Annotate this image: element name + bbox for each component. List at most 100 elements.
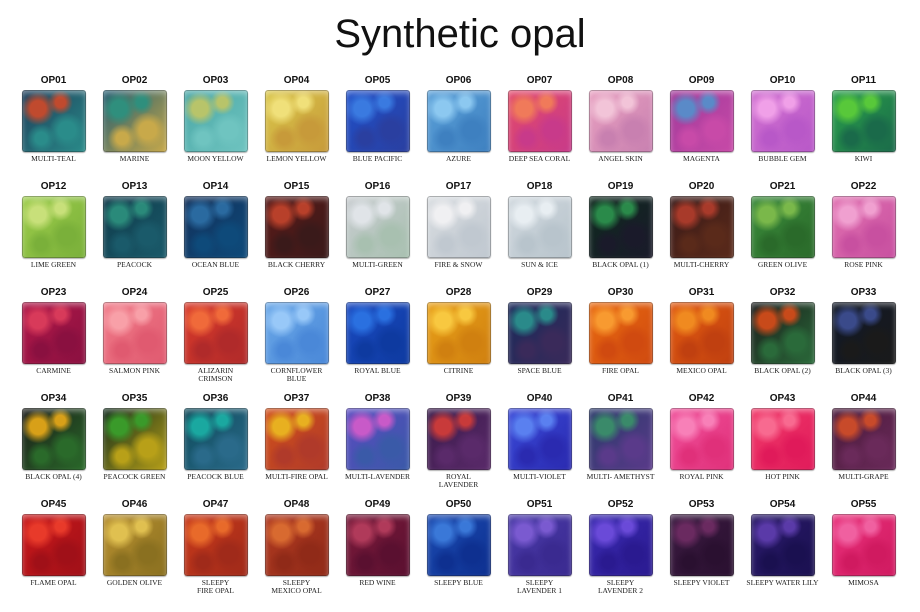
opal-swatch-image	[588, 408, 653, 470]
swatch-code: OP04	[283, 75, 310, 86]
swatch-code: OP02	[121, 75, 148, 86]
swatch-name: GOLDEN OLIVE	[106, 578, 163, 587]
opal-swatch-image	[750, 90, 815, 152]
swatch-item: OP18 SUN & ICE	[500, 180, 579, 286]
swatch-code: OP50	[445, 499, 472, 510]
swatch-item: OP20 MULTI-CHERRY	[662, 180, 741, 286]
swatch-item: OP07 DEEP SEA CORAL	[500, 74, 579, 180]
opal-swatch-image	[507, 90, 572, 152]
swatch-code: OP41	[607, 393, 634, 404]
swatch-item: OP39 ROYAL LAVENDER	[419, 392, 498, 498]
swatch-item: OP09 MAGENTA	[662, 74, 741, 180]
swatch-code: OP30	[607, 287, 634, 298]
swatch-item: OP10 BUBBLE GEM	[743, 74, 822, 180]
swatch-item: OP53 SLEEPY VIOLET	[662, 498, 741, 604]
swatch-item: OP35 PEACOCK GREEN	[95, 392, 174, 498]
swatch-name: SLEEPY LAVENDER 2	[597, 578, 644, 595]
swatch-name: SLEEPY LAVENDER 1	[516, 578, 563, 595]
swatch-name: MULTI-LAVENDER	[345, 472, 410, 481]
swatch-code: OP49	[364, 499, 391, 510]
swatch-item: OP47 SLEEPY FIRE OPAL	[176, 498, 255, 604]
opal-swatch-image	[345, 408, 410, 470]
swatch-item: OP05 BLUE PACIFIC	[338, 74, 417, 180]
swatch-name: MULTI- AMETHYST	[586, 472, 655, 481]
swatch-item: OP25 ALIZARIN CRIMSON	[176, 286, 255, 392]
swatch-code: OP18	[526, 181, 553, 192]
swatch-code: OP10	[769, 75, 796, 86]
swatch-code: OP55	[850, 499, 877, 510]
swatch-code: OP11	[850, 75, 877, 86]
opal-swatch-image	[669, 90, 734, 152]
opal-swatch-image	[183, 302, 248, 364]
swatch-code: OP23	[40, 287, 67, 298]
opal-swatch-image	[183, 196, 248, 258]
swatch-code: OP05	[364, 75, 391, 86]
swatch-grid: OP01 MULTI-TEAL OP02 MARINE OP03 MOON YELLOW O…	[14, 74, 906, 604]
opal-swatch-image	[345, 514, 410, 576]
opal-swatch-image	[750, 408, 815, 470]
swatch-code: OP51	[526, 499, 553, 510]
swatch-item: OP01 MULTI-TEAL	[14, 74, 93, 180]
opal-swatch-image	[588, 514, 653, 576]
swatch-item: OP16 MULTI-GREEN	[338, 180, 417, 286]
swatch-name: BLACK CHERRY	[267, 260, 326, 269]
swatch-item: OP28 CITRINE	[419, 286, 498, 392]
opal-swatch-image	[831, 514, 896, 576]
opal-swatch-image	[21, 302, 86, 364]
opal-swatch-image	[750, 302, 815, 364]
swatch-item: OP52 SLEEPY LAVENDER 2	[581, 498, 660, 604]
opal-swatch-image	[21, 514, 86, 576]
swatch-name: HOT PINK	[765, 472, 800, 481]
opal-swatch-image	[183, 90, 248, 152]
swatch-name: MULTI-VIOLET	[513, 472, 566, 481]
swatch-item: OP06 AZURE	[419, 74, 498, 180]
swatch-name: MULTI-CHERRY	[673, 260, 730, 269]
swatch-name: AZURE	[446, 154, 471, 163]
swatch-name: MEXICO OPAL	[676, 366, 727, 375]
swatch-name: CORNFLOWER BLUE	[270, 366, 323, 383]
swatch-code: OP09	[688, 75, 715, 86]
swatch-name: SLEEPY VIOLET	[673, 578, 730, 587]
swatch-name: ROYAL LAVENDER	[438, 472, 479, 489]
swatch-code: OP22	[850, 181, 877, 192]
swatch-name: BUBBLE GEM	[758, 154, 807, 163]
swatch-code: OP29	[526, 287, 553, 298]
swatch-name: ROSE PINK	[844, 260, 883, 269]
swatch-code: OP40	[526, 393, 553, 404]
opal-swatch-image	[102, 196, 167, 258]
opal-swatch-image	[102, 302, 167, 364]
swatch-item: OP12 LIME GREEN	[14, 180, 93, 286]
opal-swatch-image	[669, 196, 734, 258]
swatch-name: CARMINE	[36, 366, 71, 375]
swatch-code: OP01	[40, 75, 67, 86]
opal-swatch-image	[426, 302, 491, 364]
opal-swatch-image	[345, 196, 410, 258]
swatch-code: OP39	[445, 393, 472, 404]
swatch-name: SPACE BLUE	[517, 366, 562, 375]
swatch-item: OP48 SLEEPY MEXICO OPAL	[257, 498, 336, 604]
opal-swatch-image	[507, 302, 572, 364]
page-title: Synthetic opal	[334, 12, 586, 56]
swatch-item: OP43 HOT PINK	[743, 392, 822, 498]
swatch-item: OP27 ROYAL BLUE	[338, 286, 417, 392]
swatch-code: OP35	[121, 393, 148, 404]
swatch-code: OP06	[445, 75, 472, 86]
swatch-item: OP03 MOON YELLOW	[176, 74, 255, 180]
swatch-name: BLACK OPAL (4)	[25, 472, 82, 481]
opal-swatch-image	[102, 90, 167, 152]
swatch-item: OP37 MULTI-FIRE OPAL	[257, 392, 336, 498]
opal-swatch-image	[507, 408, 572, 470]
swatch-item: OP24 SALMON PINK	[95, 286, 174, 392]
swatch-name: KIWI	[854, 154, 873, 163]
swatch-item: OP17 FIRE & SNOW	[419, 180, 498, 286]
swatch-name: FIRE & SNOW	[434, 260, 483, 269]
swatch-code: OP52	[607, 499, 634, 510]
opal-swatch-image	[669, 302, 734, 364]
swatch-code: OP53	[688, 499, 715, 510]
swatch-name: ALIZARIN CRIMSON	[197, 366, 234, 383]
opal-swatch-image	[588, 196, 653, 258]
swatch-code: OP12	[40, 181, 67, 192]
swatch-item: OP13 PEACOCK	[95, 180, 174, 286]
swatch-code: OP48	[283, 499, 310, 510]
swatch-code: OP17	[445, 181, 472, 192]
